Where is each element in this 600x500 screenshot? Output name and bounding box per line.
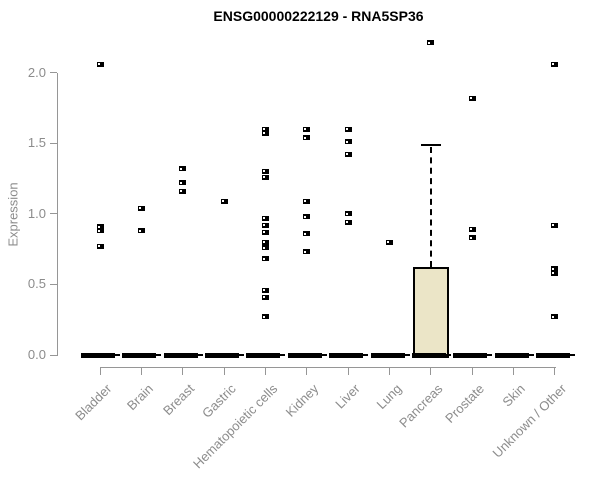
x-axis-tick xyxy=(264,367,266,375)
data-point xyxy=(261,294,269,300)
baseline-bar xyxy=(205,352,245,358)
data-point xyxy=(551,266,559,272)
data-point xyxy=(303,126,311,132)
x-axis-tick xyxy=(389,367,391,375)
x-axis-tick xyxy=(182,367,184,375)
y-axis-line xyxy=(57,72,58,356)
data-point xyxy=(137,228,145,234)
x-axis-tick xyxy=(471,367,473,375)
y-axis-tick xyxy=(50,142,57,144)
x-axis-tick xyxy=(347,367,349,375)
data-point xyxy=(468,95,476,101)
data-point xyxy=(386,239,394,245)
data-point xyxy=(261,245,269,251)
x-axis-tick xyxy=(306,367,308,375)
data-point xyxy=(96,224,104,229)
x-axis-tick xyxy=(99,367,101,375)
x-tick-label: Liver xyxy=(332,381,363,412)
x-tick-label: Breast xyxy=(160,381,198,419)
box xyxy=(412,267,449,358)
data-point xyxy=(344,139,352,145)
data-point xyxy=(261,229,269,235)
data-point xyxy=(220,198,228,204)
data-point xyxy=(261,130,269,136)
baseline-bar xyxy=(370,352,410,358)
x-tick-label: Prostate xyxy=(442,381,487,426)
y-axis-tick xyxy=(50,213,57,215)
data-point xyxy=(303,231,311,237)
x-tick-label: Kidney xyxy=(282,381,322,420)
baseline-bar xyxy=(81,352,120,358)
data-point xyxy=(179,188,187,194)
data-point xyxy=(344,211,352,217)
x-tick-label: Unknown / Other xyxy=(489,381,570,461)
baseline-bar xyxy=(494,352,534,358)
data-point xyxy=(179,166,187,172)
baseline-bar xyxy=(535,352,575,358)
data-point xyxy=(468,226,476,232)
data-point xyxy=(261,126,269,132)
baseline-bar xyxy=(411,352,451,358)
data-point xyxy=(303,249,311,255)
upper-whisker xyxy=(429,146,432,268)
data-point xyxy=(427,40,435,46)
y-axis-tick xyxy=(50,354,57,356)
data-point xyxy=(137,205,145,211)
baseline-bar xyxy=(246,352,286,358)
baseline-bar xyxy=(329,352,369,358)
data-point xyxy=(96,243,104,249)
data-point xyxy=(261,256,269,262)
x-axis-tick xyxy=(554,367,556,375)
data-point xyxy=(96,228,104,234)
y-tick-label: 2.0 xyxy=(27,64,46,80)
x-tick-label: Pancreas xyxy=(396,381,446,431)
x-tick-label: Brain xyxy=(123,381,156,414)
x-tick-label: Bladder xyxy=(72,381,115,424)
data-point xyxy=(551,270,559,276)
y-tick-label: 0.0 xyxy=(27,347,46,362)
data-point xyxy=(551,222,559,228)
data-point xyxy=(551,314,559,320)
data-point xyxy=(468,235,476,241)
data-point xyxy=(261,314,269,320)
x-tick-label: Lung xyxy=(373,381,405,413)
chart-title: ENSG00000222129 - RNA5SP36 xyxy=(213,8,424,24)
data-point xyxy=(344,126,352,132)
baseline-bar xyxy=(122,352,162,358)
baseline-bar xyxy=(163,352,203,358)
x-axis-tick xyxy=(223,367,225,375)
y-axis-tick xyxy=(50,72,57,74)
x-axis-tick xyxy=(140,367,142,375)
data-point xyxy=(303,135,311,141)
data-point xyxy=(261,215,269,221)
data-point xyxy=(96,61,104,67)
x-axis-tick xyxy=(430,367,432,375)
data-point xyxy=(261,222,269,228)
data-point xyxy=(303,198,311,204)
data-point xyxy=(261,174,269,180)
x-tick-label: Skin xyxy=(499,381,529,410)
x-tick-label: Gastric xyxy=(198,381,239,421)
data-point xyxy=(261,239,269,245)
data-point xyxy=(551,61,559,67)
y-tick-label: 0.5 xyxy=(27,276,46,292)
y-tick-label: 1.5 xyxy=(27,135,46,151)
data-point xyxy=(261,168,269,174)
data-point xyxy=(344,151,352,157)
data-point xyxy=(303,214,311,220)
data-point xyxy=(179,180,187,186)
data-point xyxy=(261,287,269,293)
baseline-bar xyxy=(287,352,327,358)
y-axis-tick xyxy=(50,283,57,285)
whisker-cap xyxy=(420,143,441,146)
y-tick-label: 1.0 xyxy=(27,205,46,221)
baseline-bar xyxy=(453,352,493,358)
x-axis-line xyxy=(100,367,556,368)
x-axis-tick xyxy=(513,367,515,375)
data-point xyxy=(344,219,352,225)
